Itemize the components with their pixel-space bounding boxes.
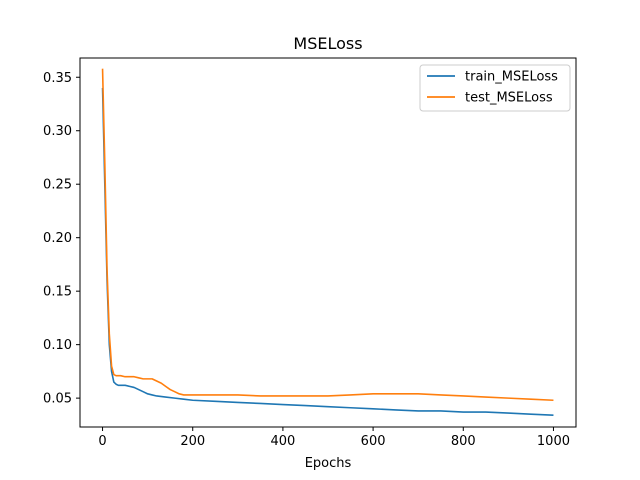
- series-line-test-mseloss: [101, 68, 554, 402]
- chart-title: MSELoss: [293, 34, 362, 53]
- x-tick-label: 600: [361, 434, 386, 449]
- legend-label: train_MSELoss: [465, 70, 558, 85]
- y-tick-label: 0.20: [43, 231, 72, 246]
- y-tick-label: 0.15: [43, 285, 72, 300]
- y-tick-label: 0.30: [43, 124, 72, 139]
- plot-frame: [79, 57, 577, 428]
- y-tick-label: 0.05: [43, 392, 72, 407]
- legend: train_MSELoss test_MSELoss: [419, 64, 571, 112]
- x-tick-label: 800: [451, 434, 476, 449]
- x-tick-label: 0: [98, 434, 106, 449]
- y-tick-label: 0.10: [43, 338, 72, 353]
- x-tick-label: 1000: [537, 434, 570, 449]
- series-line-train-mseloss: [101, 87, 554, 417]
- legend-box: [419, 64, 571, 112]
- y-tick-label: 0.25: [43, 178, 72, 193]
- y-tick-label: 0.35: [43, 71, 72, 86]
- legend-label: test_MSELoss: [465, 91, 553, 106]
- x-tick-label: 200: [180, 434, 205, 449]
- x-axis-label: Epochs: [305, 456, 352, 471]
- x-tick-label: 400: [270, 434, 295, 449]
